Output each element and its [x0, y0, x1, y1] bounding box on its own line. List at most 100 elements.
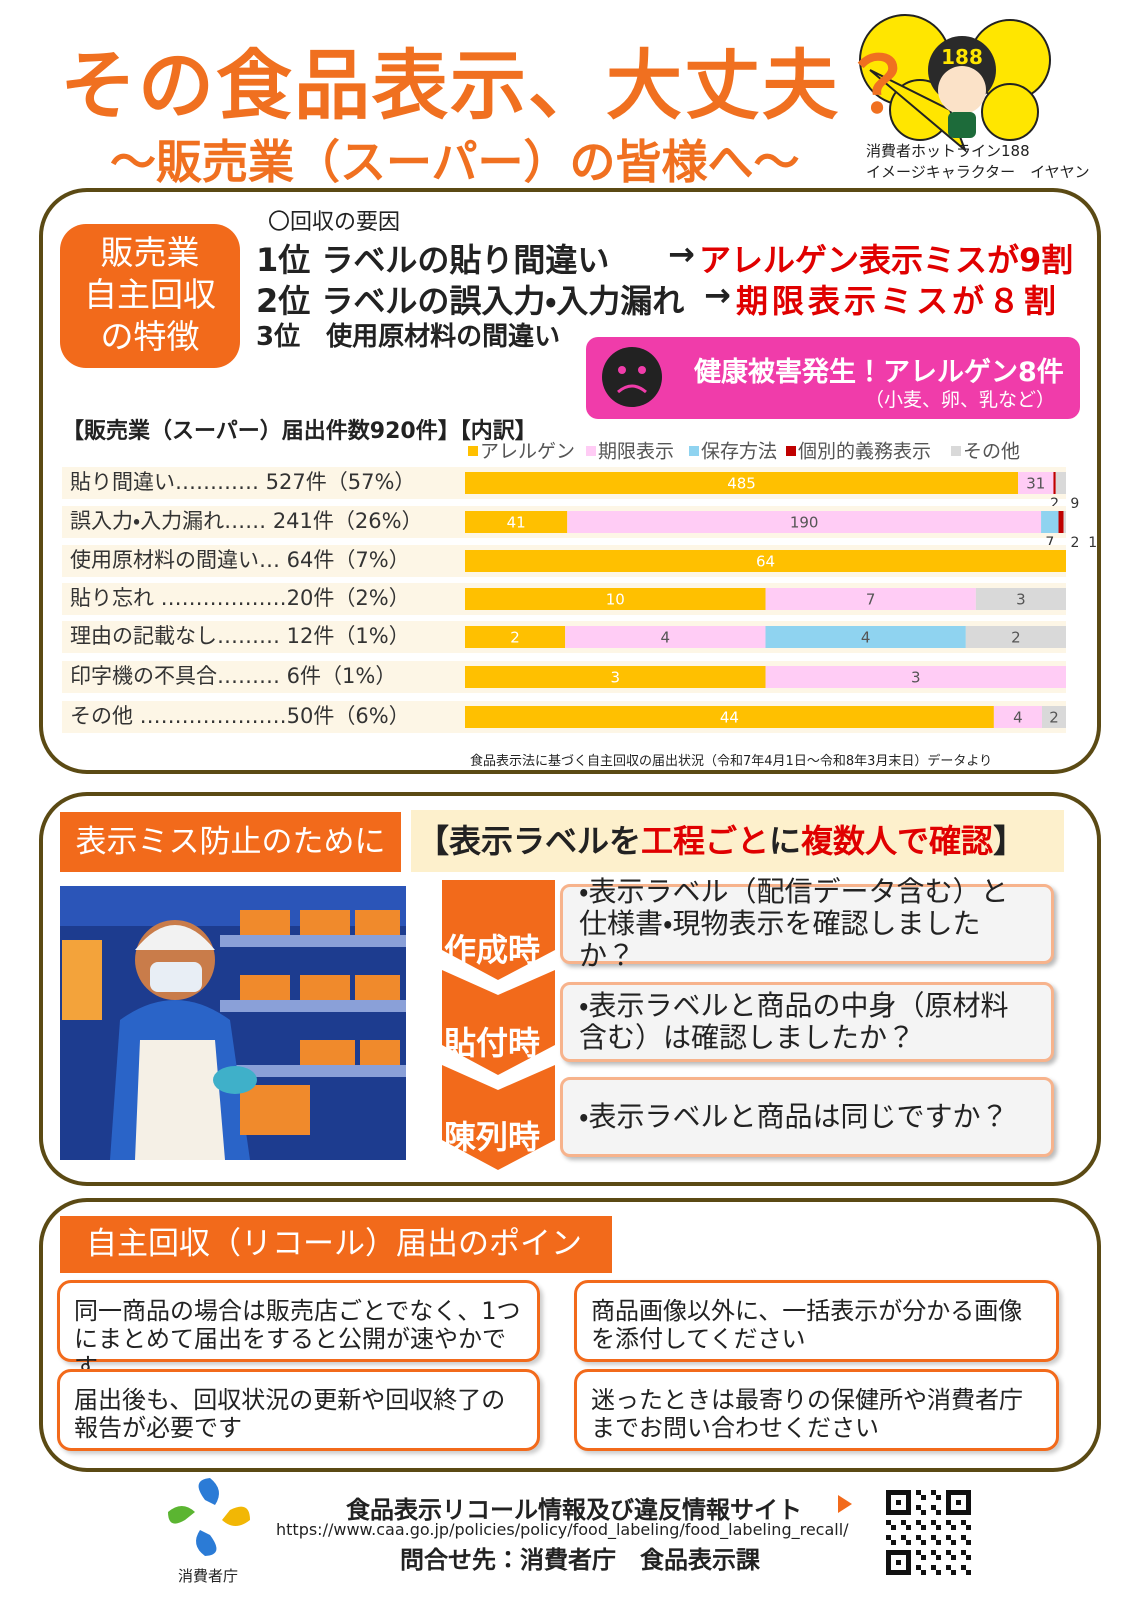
- qr-cell: [886, 1500, 891, 1505]
- step-label: 貼付時: [444, 1024, 541, 1062]
- points-panel: [39, 1198, 1101, 1472]
- qr-cell: [906, 1505, 911, 1510]
- legend-label: 個別的義務表示: [798, 441, 931, 463]
- alert-text: 健康被害発生！アレルゲン8件: [694, 357, 1064, 388]
- value-label: 3: [1016, 591, 1026, 609]
- qr-cell: [896, 1570, 901, 1575]
- qr-cell: [931, 1490, 936, 1495]
- qr-cell: [886, 1560, 891, 1565]
- qr-cell: [891, 1490, 896, 1495]
- qr-cell: [916, 1505, 921, 1510]
- legend-swatch: [951, 446, 961, 456]
- bar-segment: [465, 511, 568, 533]
- bar-segment: [965, 626, 1066, 648]
- qr-cell: [946, 1550, 951, 1555]
- cause-result: 期限表示ミスが８割: [736, 282, 1061, 320]
- qr-cell: [966, 1525, 971, 1530]
- heading-part: 工程ごと: [641, 822, 770, 860]
- qr-cell: [906, 1565, 911, 1570]
- qr-cell: [906, 1490, 911, 1495]
- qr-cell: [951, 1555, 956, 1560]
- bar-segment: [565, 626, 766, 648]
- cause-result: アレルゲン表示ミスが9割: [699, 241, 1074, 279]
- category-label: 貼り間違い………… 527件（57%）: [70, 470, 415, 494]
- value-label: 7: [866, 591, 876, 609]
- value-label: 3: [610, 669, 620, 687]
- qr-cell: [901, 1535, 906, 1540]
- qr-cell: [961, 1490, 966, 1495]
- qr-cell: [951, 1525, 956, 1530]
- value-label: 31: [1026, 475, 1045, 493]
- bar-segment: [765, 588, 976, 610]
- qr-cell: [946, 1500, 951, 1505]
- qr-cell: [921, 1555, 926, 1560]
- value-label: 2: [1050, 496, 1059, 512]
- qr-cell: [921, 1495, 926, 1500]
- cause: 2位 ラベルの誤入力・入力漏れ: [256, 282, 685, 320]
- qr-cell: [946, 1495, 951, 1500]
- qr-cell: [966, 1570, 971, 1575]
- qr-cell: [891, 1550, 896, 1555]
- qr-cell: [936, 1510, 941, 1515]
- qr-cell: [906, 1550, 911, 1555]
- qr-cell: [886, 1570, 891, 1575]
- qr-cell: [951, 1540, 956, 1545]
- heading-part: に: [769, 822, 802, 860]
- bar-segment: [465, 666, 766, 688]
- value-label: 44: [720, 709, 739, 727]
- heading-part: 】: [993, 822, 1026, 860]
- qr-cell: [936, 1570, 941, 1575]
- step-text: ・表示ラベルと商品の中身（原材料含む）は確認しましたか？: [560, 982, 1054, 1062]
- step-arrows: [442, 880, 555, 1170]
- qr-cell: [951, 1570, 956, 1575]
- qr-cell: [896, 1510, 901, 1515]
- bar-segment: [975, 588, 1066, 610]
- step-text: ・表示ラベルと商品は同じですか？: [560, 1077, 1054, 1157]
- qr-cell: [916, 1565, 921, 1570]
- qr-cell: [921, 1540, 926, 1545]
- qr-cell: [931, 1565, 936, 1570]
- chart-source: 食品表示法に基づく自主回収の届出状況（令和7年4月1日～令和8年3月末日）データ…: [470, 754, 993, 769]
- heading-part: 【表示ラベルを: [417, 822, 642, 860]
- chart-title: 【販売業（スーパー）届出件数920件】【内訳】: [62, 419, 537, 444]
- qr-cell: [921, 1525, 926, 1530]
- caption: イメージキャラクター イヤヤン: [866, 163, 1090, 181]
- logo-caption: 消費者庁: [178, 1567, 239, 1585]
- value-label: 2: [1049, 709, 1059, 727]
- bar-segment: [1041, 706, 1066, 728]
- value-label: 4: [861, 629, 871, 647]
- site-url[interactable]: https://www.caa.go.jp/policies/policy/fo…: [276, 1520, 849, 1539]
- category-label: 誤入力・入力漏れ…… 241件（26%）: [70, 509, 423, 533]
- badge-line: 自主回収: [84, 275, 216, 314]
- qr-cell: [901, 1490, 906, 1495]
- qr-cell: [916, 1520, 921, 1525]
- illustration: [60, 886, 406, 1160]
- features-panel: [39, 188, 1101, 774]
- bar-segment: [465, 588, 766, 610]
- bar-segment: [465, 472, 1019, 494]
- qr-cell: [886, 1495, 891, 1500]
- value-label: 190: [790, 514, 819, 532]
- prevention-heading: 【表示ラベルを工程ごとに複数人で確認】: [411, 810, 1064, 872]
- alert-face: [602, 347, 662, 407]
- badge-line: の特徴: [100, 317, 200, 356]
- category-label: 印字機の不具合……… 6件（1%）: [70, 664, 396, 688]
- bar-segment: [1041, 511, 1059, 533]
- qr-cell: [966, 1510, 971, 1515]
- title: その食品表示、大丈夫？: [60, 41, 918, 130]
- qr-cell: [931, 1505, 936, 1510]
- qr-cell: [936, 1525, 941, 1530]
- bar-segment: [765, 666, 1066, 688]
- value-label: 7: [1045, 535, 1054, 551]
- qr-cell: [886, 1535, 891, 1540]
- value-label: 41: [507, 514, 526, 532]
- bar-segment: [765, 626, 966, 648]
- category-label: その他 …………………50件（6%）: [70, 704, 410, 728]
- qr-cell: [916, 1535, 921, 1540]
- qr-cell: [896, 1500, 901, 1505]
- legend-label: 期限表示: [598, 441, 674, 463]
- caption: 消費者ホットライン188: [866, 142, 1030, 160]
- qr-cell: [946, 1535, 951, 1540]
- bar-segment: [1053, 472, 1056, 494]
- bar-segment: [1058, 511, 1064, 533]
